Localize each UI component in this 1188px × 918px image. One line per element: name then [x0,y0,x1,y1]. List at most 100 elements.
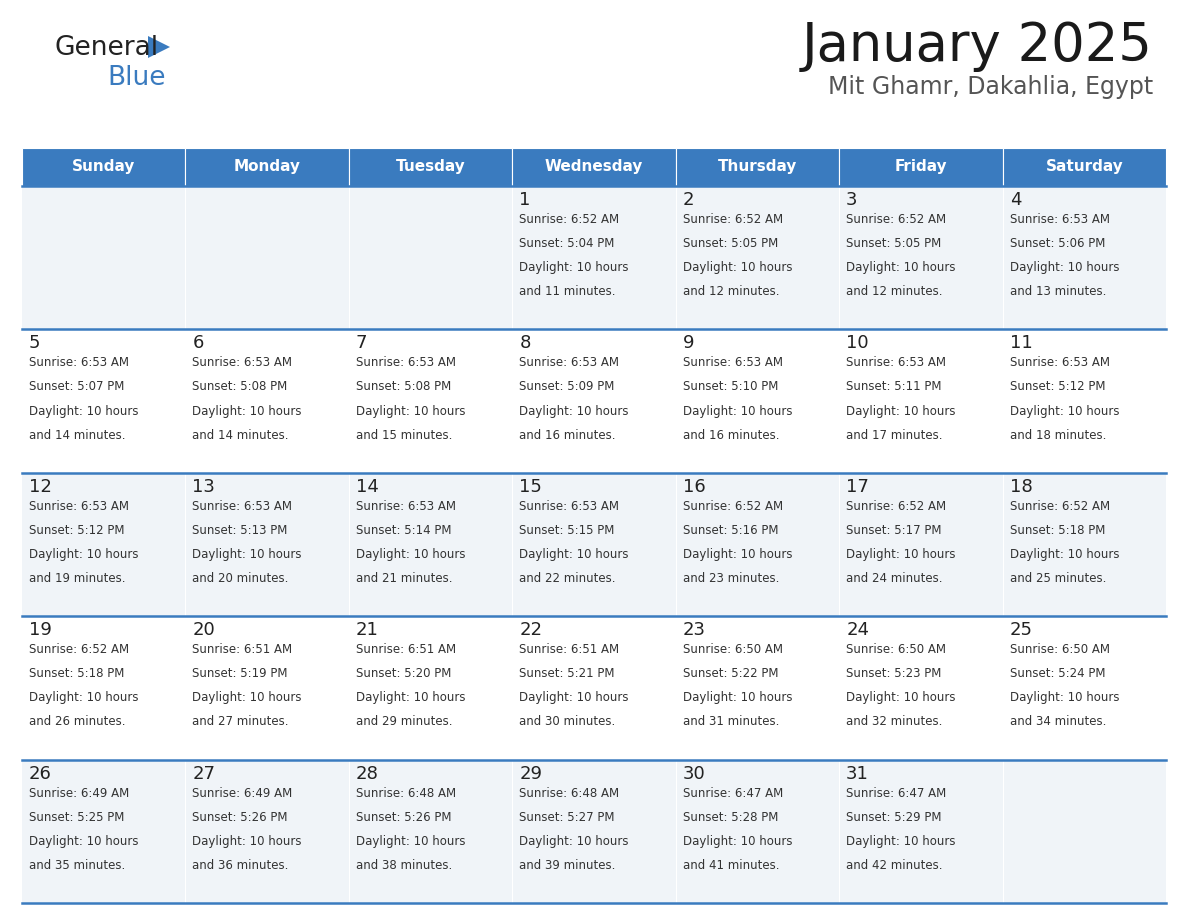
Text: Daylight: 10 hours: Daylight: 10 hours [846,405,955,418]
Text: 11: 11 [1010,334,1032,353]
Text: Sunset: 5:27 PM: Sunset: 5:27 PM [519,811,614,823]
Text: Sunrise: 6:53 AM: Sunrise: 6:53 AM [192,356,292,369]
FancyBboxPatch shape [676,148,839,186]
FancyBboxPatch shape [23,759,185,903]
Text: Sunset: 5:28 PM: Sunset: 5:28 PM [683,811,778,823]
Text: Sunset: 5:20 PM: Sunset: 5:20 PM [356,667,451,680]
Text: Sunrise: 6:53 AM: Sunrise: 6:53 AM [29,356,129,369]
FancyBboxPatch shape [1003,330,1165,473]
Text: and 31 minutes.: and 31 minutes. [683,715,779,729]
Text: and 19 minutes.: and 19 minutes. [29,572,126,585]
FancyBboxPatch shape [1003,616,1165,759]
FancyBboxPatch shape [839,148,1003,186]
Text: Sunset: 5:08 PM: Sunset: 5:08 PM [192,380,287,394]
Text: Daylight: 10 hours: Daylight: 10 hours [1010,548,1119,561]
Text: 25: 25 [1010,621,1032,639]
Text: Sunset: 5:11 PM: Sunset: 5:11 PM [846,380,942,394]
FancyBboxPatch shape [23,473,185,616]
Text: 3: 3 [846,191,858,209]
FancyBboxPatch shape [185,330,349,473]
Text: and 11 minutes.: and 11 minutes. [519,285,615,298]
Text: Friday: Friday [895,160,947,174]
Text: Sunrise: 6:52 AM: Sunrise: 6:52 AM [519,213,619,226]
Text: Sunrise: 6:51 AM: Sunrise: 6:51 AM [519,644,619,656]
Text: Sunset: 5:18 PM: Sunset: 5:18 PM [29,667,125,680]
Text: Sunrise: 6:53 AM: Sunrise: 6:53 AM [29,499,129,513]
Text: Sunday: Sunday [72,160,135,174]
Text: and 34 minutes.: and 34 minutes. [1010,715,1106,729]
Text: 19: 19 [29,621,52,639]
FancyBboxPatch shape [839,759,1003,903]
Text: Thursday: Thursday [718,160,797,174]
Text: Sunrise: 6:53 AM: Sunrise: 6:53 AM [1010,356,1110,369]
Text: Sunset: 5:07 PM: Sunset: 5:07 PM [29,380,125,394]
Text: 28: 28 [356,765,379,783]
Text: Daylight: 10 hours: Daylight: 10 hours [356,834,466,848]
Text: and 36 minutes.: and 36 minutes. [192,859,289,872]
Text: Sunset: 5:25 PM: Sunset: 5:25 PM [29,811,125,823]
Text: Daylight: 10 hours: Daylight: 10 hours [192,834,302,848]
Text: Blue: Blue [107,65,165,91]
Text: Daylight: 10 hours: Daylight: 10 hours [846,834,955,848]
Text: 27: 27 [192,765,215,783]
Text: Sunset: 5:12 PM: Sunset: 5:12 PM [1010,380,1105,394]
Text: Daylight: 10 hours: Daylight: 10 hours [29,405,139,418]
FancyBboxPatch shape [349,148,512,186]
FancyBboxPatch shape [839,616,1003,759]
Text: Daylight: 10 hours: Daylight: 10 hours [356,405,466,418]
Text: and 25 minutes.: and 25 minutes. [1010,572,1106,585]
FancyBboxPatch shape [676,759,839,903]
FancyBboxPatch shape [839,186,1003,330]
Text: Daylight: 10 hours: Daylight: 10 hours [29,548,139,561]
FancyBboxPatch shape [23,616,185,759]
Text: 6: 6 [192,334,204,353]
Text: Daylight: 10 hours: Daylight: 10 hours [519,548,628,561]
FancyBboxPatch shape [1003,759,1165,903]
Text: 2: 2 [683,191,694,209]
FancyBboxPatch shape [676,186,839,330]
Text: Sunrise: 6:53 AM: Sunrise: 6:53 AM [192,499,292,513]
Text: Sunrise: 6:50 AM: Sunrise: 6:50 AM [846,644,946,656]
Text: Sunrise: 6:52 AM: Sunrise: 6:52 AM [683,499,783,513]
FancyBboxPatch shape [512,148,676,186]
Text: Sunset: 5:18 PM: Sunset: 5:18 PM [1010,524,1105,537]
Text: Sunset: 5:05 PM: Sunset: 5:05 PM [846,237,941,250]
Text: Sunrise: 6:47 AM: Sunrise: 6:47 AM [683,787,783,800]
FancyBboxPatch shape [349,759,512,903]
Text: Daylight: 10 hours: Daylight: 10 hours [29,691,139,704]
FancyBboxPatch shape [676,473,839,616]
Text: 18: 18 [1010,477,1032,496]
Text: Sunset: 5:29 PM: Sunset: 5:29 PM [846,811,942,823]
FancyBboxPatch shape [23,330,185,473]
Text: 4: 4 [1010,191,1020,209]
Text: Sunrise: 6:53 AM: Sunrise: 6:53 AM [519,499,619,513]
FancyBboxPatch shape [185,616,349,759]
Text: Sunset: 5:23 PM: Sunset: 5:23 PM [846,667,942,680]
Text: Sunrise: 6:49 AM: Sunrise: 6:49 AM [192,787,292,800]
Text: Daylight: 10 hours: Daylight: 10 hours [192,691,302,704]
Text: and 38 minutes.: and 38 minutes. [356,859,453,872]
Text: and 42 minutes.: and 42 minutes. [846,859,942,872]
Text: 12: 12 [29,477,52,496]
Text: and 20 minutes.: and 20 minutes. [192,572,289,585]
Text: and 14 minutes.: and 14 minutes. [192,429,289,442]
Text: Sunset: 5:05 PM: Sunset: 5:05 PM [683,237,778,250]
Text: and 35 minutes.: and 35 minutes. [29,859,125,872]
Text: Sunrise: 6:52 AM: Sunrise: 6:52 AM [29,644,129,656]
Text: Daylight: 10 hours: Daylight: 10 hours [29,834,139,848]
Text: Saturday: Saturday [1045,160,1123,174]
FancyBboxPatch shape [185,473,349,616]
Text: Daylight: 10 hours: Daylight: 10 hours [1010,691,1119,704]
Text: Sunrise: 6:51 AM: Sunrise: 6:51 AM [192,644,292,656]
Text: and 41 minutes.: and 41 minutes. [683,859,779,872]
Text: Sunset: 5:06 PM: Sunset: 5:06 PM [1010,237,1105,250]
Text: Sunrise: 6:53 AM: Sunrise: 6:53 AM [683,356,783,369]
Text: Sunrise: 6:52 AM: Sunrise: 6:52 AM [1010,499,1110,513]
Text: and 23 minutes.: and 23 minutes. [683,572,779,585]
Text: 22: 22 [519,621,542,639]
Text: and 24 minutes.: and 24 minutes. [846,572,942,585]
Text: Sunrise: 6:48 AM: Sunrise: 6:48 AM [519,787,619,800]
Text: and 26 minutes.: and 26 minutes. [29,715,126,729]
FancyBboxPatch shape [23,186,185,330]
Text: Monday: Monday [234,160,301,174]
